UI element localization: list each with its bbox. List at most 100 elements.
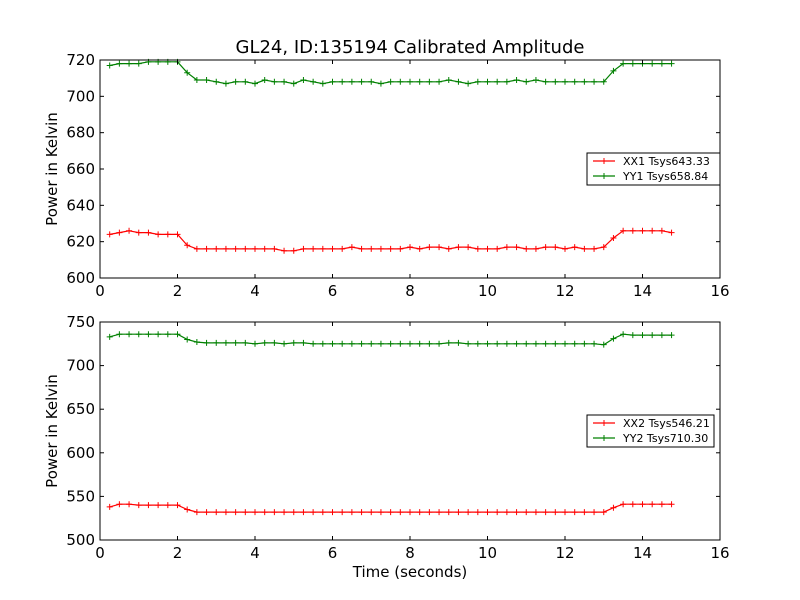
data-point <box>310 78 317 85</box>
data-point <box>426 244 433 251</box>
data-point <box>377 340 384 347</box>
x-tick-label: 10 <box>478 544 497 562</box>
data-point <box>629 60 636 67</box>
y-tick-label: 750 <box>66 313 95 331</box>
data-point <box>339 509 346 516</box>
bottom-panel: 0 2 4 6 8 10 12 14 16 500 550 600 650 700 750 Power in … <box>43 313 730 581</box>
data-point <box>629 501 636 508</box>
data-point <box>193 76 200 83</box>
data-point <box>581 78 588 85</box>
data-point <box>213 245 220 252</box>
x-tick-label: 4 <box>250 282 260 300</box>
data-point <box>455 244 462 251</box>
data-point <box>668 501 675 508</box>
data-point <box>658 332 665 339</box>
data-point <box>649 227 656 234</box>
data-point <box>542 509 549 516</box>
data-point <box>542 244 549 251</box>
x-tick-label: 2 <box>173 544 183 562</box>
data-point <box>542 78 549 85</box>
data-point <box>339 78 346 85</box>
data-point <box>474 340 481 347</box>
data-point <box>629 332 636 339</box>
legend-swatch-marker <box>601 158 607 164</box>
data-point <box>571 509 578 516</box>
data-point <box>116 501 123 508</box>
data-point <box>387 78 394 85</box>
data-point <box>348 340 355 347</box>
data-point <box>116 229 123 236</box>
data-point <box>106 231 113 238</box>
data-point <box>222 509 229 516</box>
data-point <box>455 78 462 85</box>
y-tick-label: 600 <box>66 444 95 462</box>
data-point <box>465 340 472 347</box>
data-point <box>407 340 413 347</box>
data-point <box>620 227 627 234</box>
x-tick-label: 14 <box>633 544 652 562</box>
data-point <box>290 80 297 87</box>
data-point <box>329 245 336 252</box>
data-point <box>184 336 191 343</box>
data-point <box>252 340 258 347</box>
data-point <box>445 245 452 252</box>
data-point <box>339 245 346 252</box>
data-point <box>242 509 249 516</box>
data-point <box>106 62 113 69</box>
x-tick-label: 16 <box>710 282 729 300</box>
data-point <box>358 78 365 85</box>
data-point <box>416 509 423 516</box>
legend-label: YY2 Tsys710.30 <box>622 432 708 445</box>
data-point <box>261 509 268 516</box>
data-point <box>562 509 568 516</box>
data-point <box>329 509 336 516</box>
data-point <box>261 245 268 252</box>
data-point <box>193 245 200 252</box>
data-point <box>155 231 162 238</box>
data-point <box>503 340 510 347</box>
data-point <box>155 331 162 338</box>
data-point <box>145 331 152 338</box>
data-point <box>271 509 278 516</box>
series-yy-2 <box>106 331 675 348</box>
legend-swatch-marker <box>601 420 607 426</box>
data-point <box>261 76 268 83</box>
data-point <box>203 76 210 83</box>
data-point <box>213 339 220 346</box>
data-point <box>174 502 181 509</box>
data-point <box>445 509 452 516</box>
data-point <box>145 229 152 236</box>
data-point <box>474 245 481 252</box>
data-point <box>455 509 462 516</box>
y-tick-label: 640 <box>66 196 95 214</box>
data-point <box>213 509 220 516</box>
x-tick-label: 16 <box>710 544 729 562</box>
data-point <box>591 78 598 85</box>
data-point <box>203 245 210 252</box>
data-point <box>155 502 162 509</box>
data-point <box>203 339 210 346</box>
data-point <box>600 509 607 516</box>
data-point <box>494 509 501 516</box>
x-tick-label: 8 <box>405 282 415 300</box>
data-point <box>503 509 510 516</box>
data-point <box>532 509 539 516</box>
data-point <box>126 501 133 508</box>
data-point <box>668 229 675 236</box>
data-point <box>232 78 239 85</box>
data-point <box>281 247 288 254</box>
data-point <box>620 60 627 67</box>
data-point <box>281 340 288 347</box>
data-point <box>552 340 559 347</box>
data-point <box>387 340 394 347</box>
data-point <box>620 501 627 508</box>
data-point <box>222 80 229 87</box>
data-point <box>658 227 665 234</box>
data-point <box>532 245 539 252</box>
legend-box <box>586 414 715 448</box>
x-tick-label: 0 <box>95 544 105 562</box>
data-point <box>484 78 491 85</box>
data-point <box>329 78 336 85</box>
data-point <box>368 245 375 252</box>
data-point <box>261 339 268 346</box>
